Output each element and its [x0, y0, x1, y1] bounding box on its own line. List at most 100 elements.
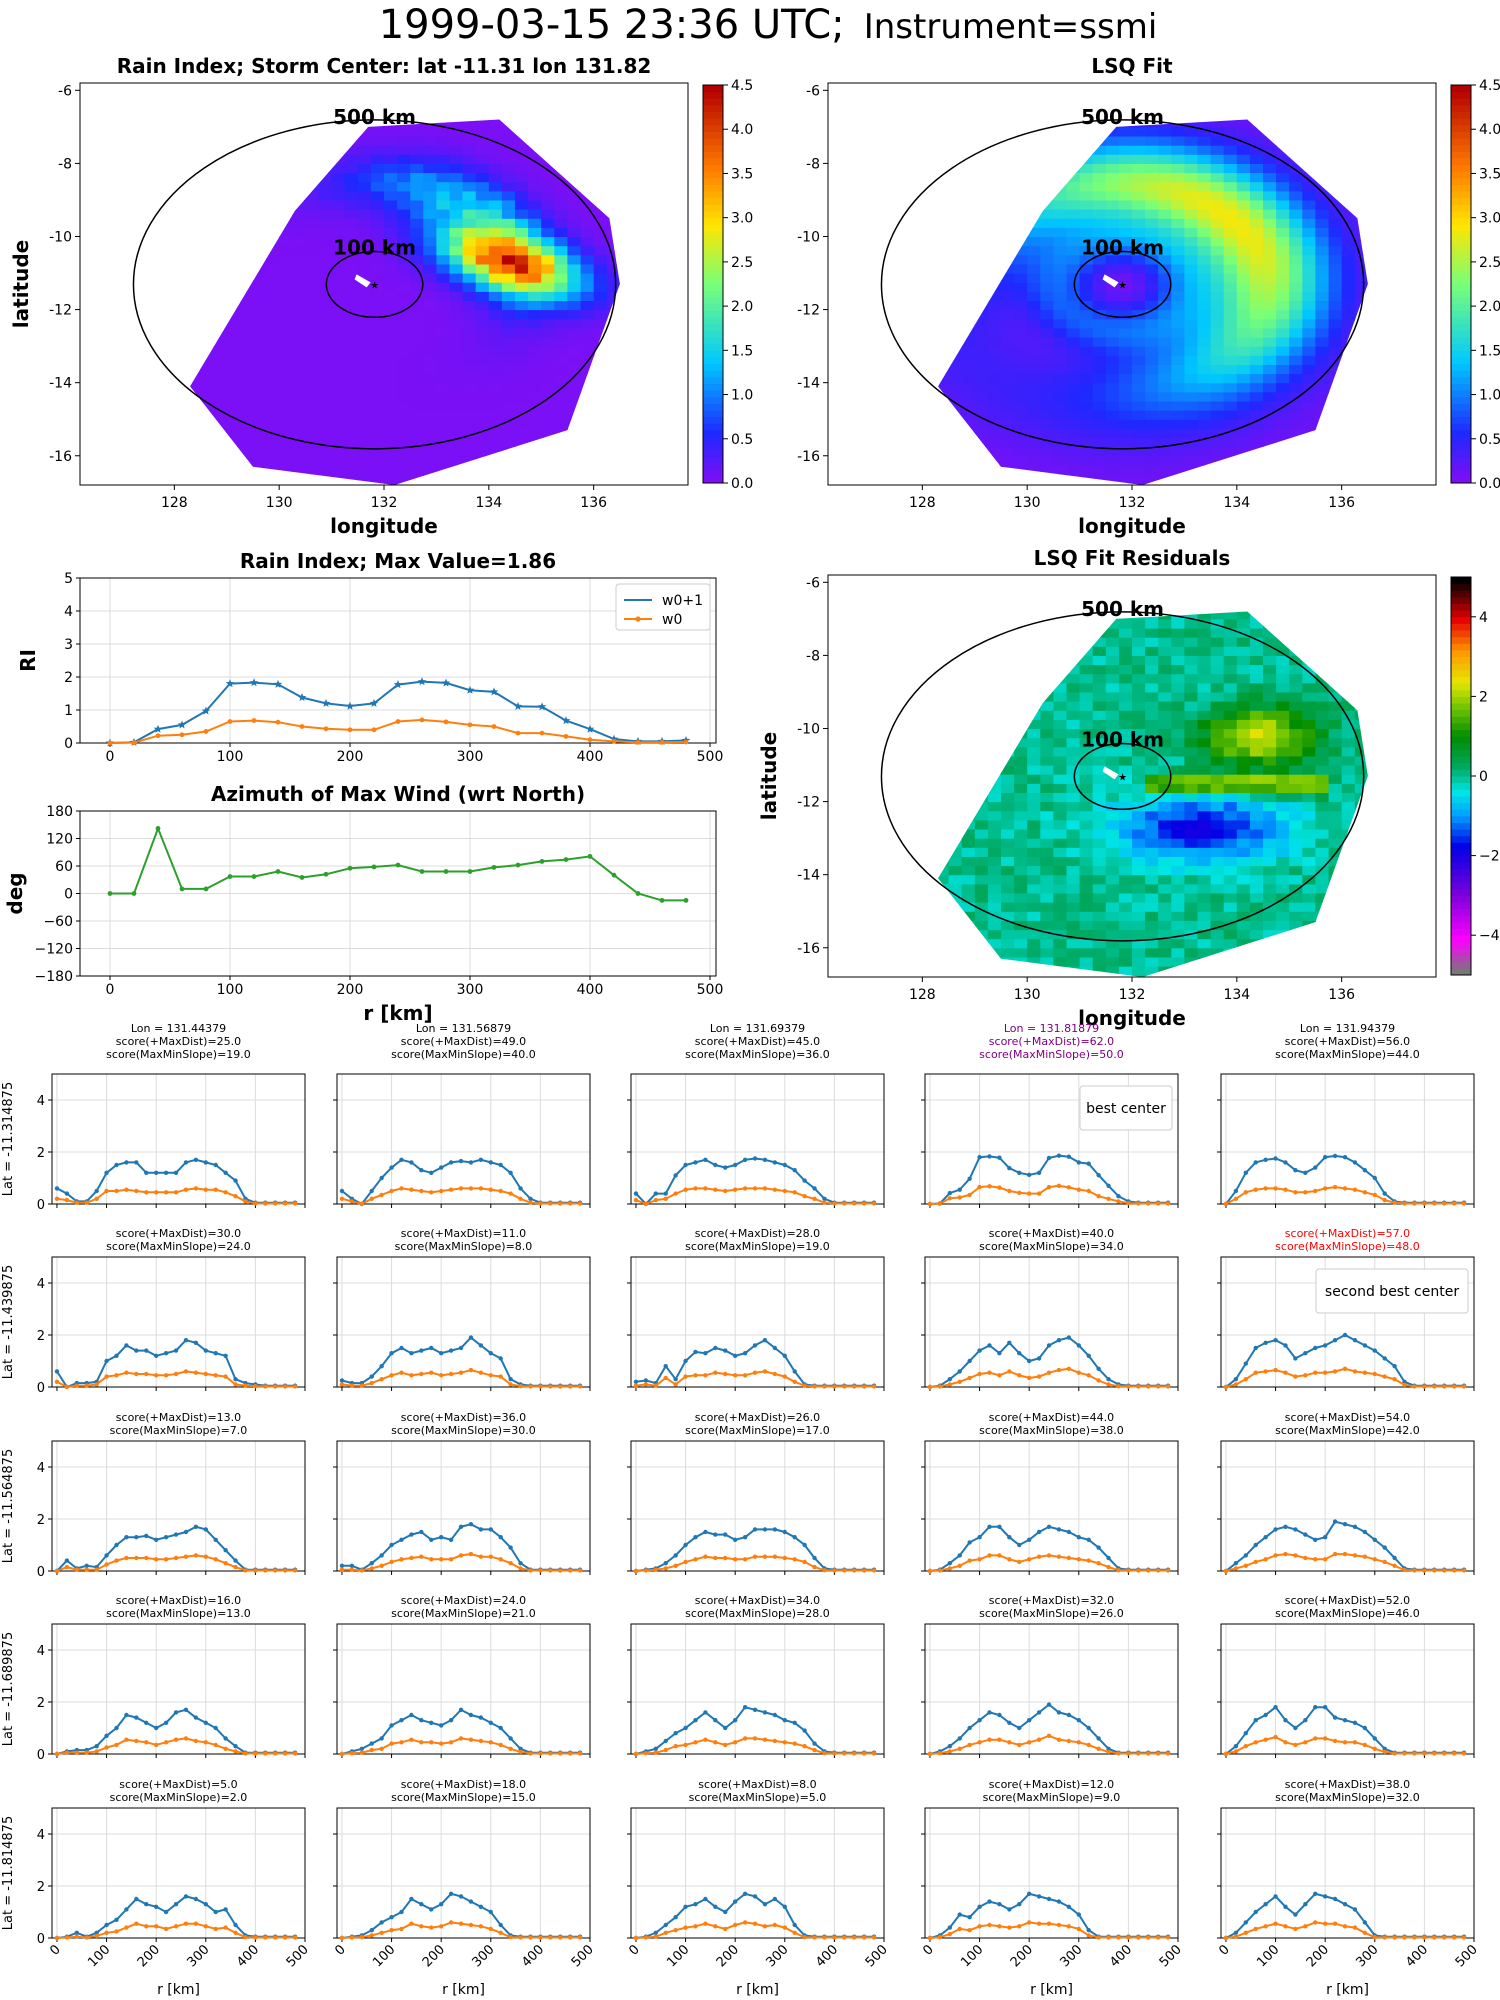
- field-cell: [397, 291, 411, 301]
- field-cell: [1145, 337, 1159, 347]
- field-cell: [1066, 391, 1081, 402]
- field-cell: [1118, 136, 1133, 146]
- map-title: LSQ Fit: [1091, 54, 1173, 78]
- field-cell: [1236, 282, 1251, 292]
- field-cell: [1236, 746, 1251, 757]
- field-cell: [1027, 829, 1041, 839]
- field-cell: [305, 245, 320, 256]
- field-cell: [488, 428, 503, 439]
- field-cell: [1132, 245, 1146, 256]
- field-cell: [1092, 765, 1107, 775]
- field-cell: [279, 400, 293, 411]
- field-cell: [1092, 282, 1107, 292]
- field-cell: [1236, 728, 1251, 739]
- field-cell: [357, 300, 372, 311]
- colorbar-band: [703, 449, 723, 457]
- field-cell: [305, 218, 320, 228]
- colorbar-band: [703, 323, 723, 331]
- field-cell: [567, 327, 582, 338]
- colorbar-band: [1451, 264, 1471, 272]
- field-cell: [1263, 920, 1277, 931]
- field-cell: [1263, 136, 1277, 146]
- field-cell: [305, 273, 320, 283]
- field-cell: [397, 455, 411, 466]
- field-cell: [462, 136, 477, 146]
- field-cell: [436, 126, 451, 137]
- field-cell: [1145, 728, 1159, 739]
- field-cell: [1197, 710, 1212, 720]
- field-cell: [436, 337, 451, 347]
- colorbar-band: [1451, 197, 1471, 205]
- field-cell: [318, 446, 333, 457]
- field-cell: [1197, 455, 1212, 466]
- field-cell: [1184, 410, 1199, 420]
- field-cell: [1092, 291, 1107, 301]
- field-cell: [1092, 810, 1107, 821]
- colorbar-band: [703, 224, 723, 232]
- field-cell: [1040, 218, 1054, 228]
- field-cell: [436, 245, 451, 256]
- field-cell: [1040, 956, 1054, 967]
- field-cell: [1079, 947, 1094, 958]
- field-cell: [1302, 327, 1316, 338]
- field-cell: [1014, 746, 1028, 757]
- field-cell: [279, 291, 293, 301]
- field-cell: [1210, 428, 1225, 439]
- field-cell: [567, 199, 582, 210]
- field-cell: [292, 309, 306, 320]
- field-cell: [515, 263, 529, 274]
- field-cell: [1145, 865, 1159, 876]
- field-cell: [1132, 309, 1146, 320]
- field-cell: [213, 400, 228, 411]
- field-cell: [1092, 911, 1107, 921]
- field-cell: [1118, 783, 1133, 793]
- field-cell: [554, 419, 568, 429]
- field-cell: [567, 337, 582, 347]
- field-cell: [1289, 819, 1303, 830]
- field-cell: [1053, 829, 1068, 839]
- colorbar-band: [703, 303, 723, 311]
- field-cell: [1236, 373, 1251, 384]
- field-cell: [1197, 263, 1212, 274]
- field-cell: [528, 327, 542, 338]
- field-cell: [190, 373, 202, 384]
- field-cell: [567, 209, 582, 219]
- field-cell: [1341, 309, 1356, 320]
- field-cell: [305, 464, 320, 475]
- field-cell: [1092, 263, 1107, 274]
- field-cell: [1276, 327, 1290, 338]
- field-cell: [1118, 755, 1133, 766]
- field-cell: [384, 199, 398, 210]
- field-cell: [292, 437, 306, 448]
- field-cell: [1105, 428, 1120, 439]
- colorbar-tick-label: 2.0: [1479, 299, 1500, 315]
- field-cell: [1210, 355, 1225, 365]
- field-cell: [1223, 920, 1238, 931]
- field-cell: [370, 309, 385, 320]
- field-cell: [1079, 938, 1094, 949]
- field-cell: [1040, 728, 1054, 739]
- field-cell: [1341, 318, 1356, 329]
- field-cell: [1027, 874, 1041, 885]
- field-cell: [449, 236, 464, 247]
- field-cell: [1145, 719, 1159, 730]
- field-cell: [1341, 218, 1356, 228]
- field-cell: [1249, 929, 1264, 940]
- field-cell: [1249, 428, 1264, 439]
- field-cell: [1197, 911, 1212, 921]
- field-cell: [190, 382, 202, 393]
- field-cell: [331, 428, 346, 439]
- field-cell: [1118, 282, 1133, 292]
- field-cell: [1105, 172, 1120, 183]
- field-cell: [1249, 373, 1264, 384]
- field-cell: [436, 190, 451, 201]
- field-cell: [1040, 737, 1054, 748]
- field-cell: [1289, 364, 1303, 375]
- field-cell: [1132, 382, 1146, 393]
- field-cell: [1184, 920, 1199, 931]
- field-cell: [580, 309, 595, 320]
- field-cell: [1132, 637, 1146, 647]
- field-cell: [1263, 755, 1277, 766]
- field-cell: [541, 428, 555, 439]
- field-cell: [449, 428, 464, 439]
